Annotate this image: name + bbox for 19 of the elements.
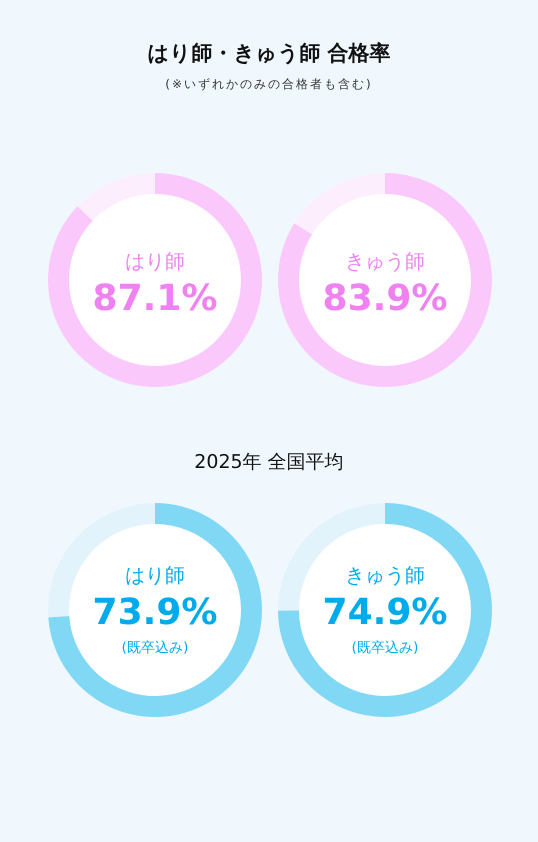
chart-subtitle: (※いずれかのみの合格者も含む): [165, 77, 373, 91]
text: (既卒込み): [352, 640, 418, 656]
donut-slice: [278, 173, 492, 387]
donut-slice: [294, 173, 385, 234]
data-label: 87.1%: [92, 278, 218, 319]
data-label: 83.9%: [322, 278, 448, 319]
data-label: 73.9%: [92, 592, 218, 633]
donut-slice: [48, 503, 262, 717]
donut-slice: [48, 173, 262, 387]
data-label: 74.9%: [322, 592, 448, 633]
donut-slice: [77, 173, 155, 221]
donut-slice: [278, 503, 492, 717]
slice-label: はり師: [125, 249, 185, 273]
slice-label: きゅう師: [345, 563, 425, 587]
chart-title: 2025年 全国平均: [194, 451, 344, 473]
chart-title: はり師・きゅう師 合格率: [147, 41, 391, 65]
text: (既卒込み): [122, 640, 188, 656]
slice-label: はり師: [125, 563, 185, 587]
slice-label: きゅう師: [345, 249, 425, 273]
